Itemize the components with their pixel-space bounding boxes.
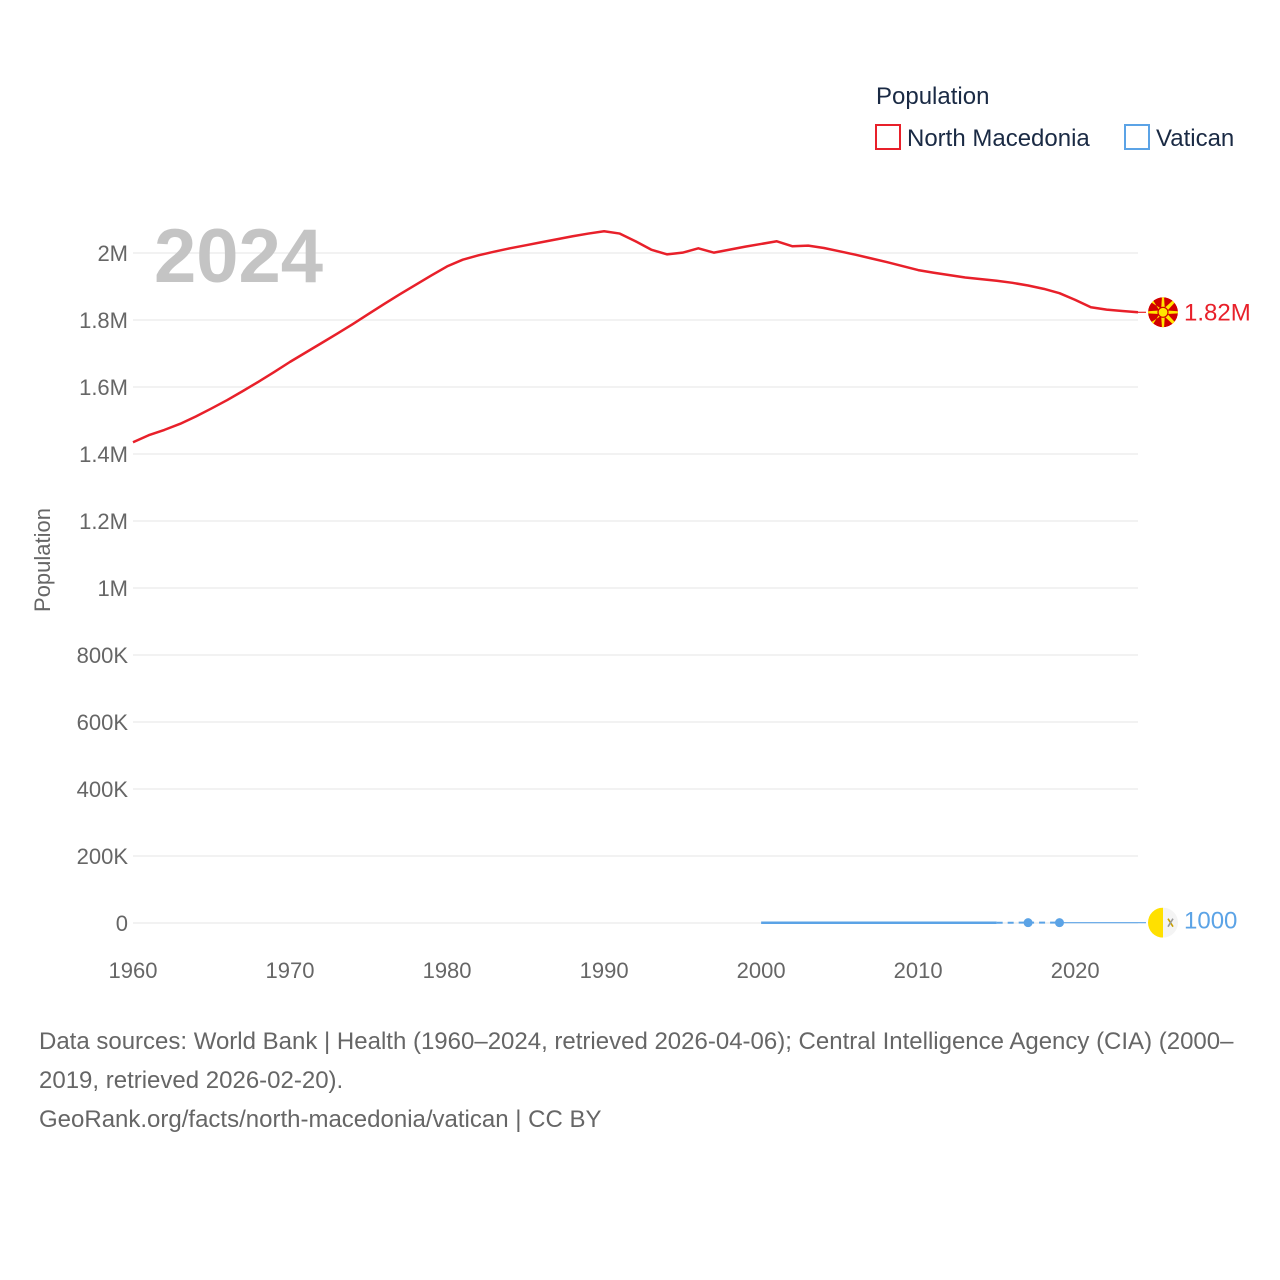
legend-swatch-vatican	[1124, 124, 1150, 150]
legend-item-north-macedonia[interactable]: North Macedonia	[875, 124, 1090, 152]
y-tick-label: 800K	[77, 643, 129, 668]
x-tick-label: 1960	[109, 958, 158, 983]
vatican-data-point[interactable]	[1023, 918, 1033, 928]
y-tick-label: 400K	[77, 777, 129, 802]
y-axis-ticks: 0 200K 400K 600K 800K 1M 1.2M 1.4M 1.6M 1.8M 2M	[77, 241, 129, 936]
series-layer	[132, 229, 1146, 928]
legend-title: Population	[876, 83, 989, 110]
x-tick-label: 1980	[423, 958, 472, 983]
x-tick-label: 2020	[1051, 958, 1100, 983]
x-tick-label: 2010	[894, 958, 943, 983]
vatican-end-label: 1000	[1184, 908, 1237, 935]
legend: Population North Macedonia Vatican	[875, 83, 1234, 152]
legend-swatch-north-macedonia	[875, 124, 901, 150]
x-tick-label: 1970	[266, 958, 315, 983]
year-watermark: 2024	[154, 214, 323, 299]
population-chart: 0 200K 400K 600K 800K 1M 1.2M 1.4M 1.6M 1.8M 2M 19…	[30, 83, 1251, 983]
chart-footer: Data sources: World Bank | Health (1960–…	[39, 1022, 1249, 1139]
y-tick-label: 2M	[97, 241, 128, 266]
y-tick-label: 1M	[97, 576, 128, 601]
y-tick-label: 1.6M	[79, 375, 128, 400]
x-tick-label: 1990	[580, 958, 629, 983]
y-axis-title: Population	[30, 508, 55, 612]
y-tick-label: 600K	[77, 710, 129, 735]
legend-label-vatican: Vatican	[1156, 125, 1234, 152]
y-tick-label: 200K	[77, 844, 129, 869]
legend-item-vatican[interactable]: Vatican	[1124, 124, 1234, 152]
y-tick-label: 1.2M	[79, 509, 128, 534]
source-credit-link[interactable]: GeoRank.org/facts/north-macedonia/vatica…	[39, 1106, 602, 1133]
y-tick-label: 0	[116, 911, 128, 936]
data-sources: Data sources: World Bank | Health (1960–…	[39, 1028, 1234, 1094]
vatican-flag-icon	[1148, 907, 1178, 938]
y-tick-label: 1.4M	[79, 442, 128, 467]
legend-label-north-macedonia: North Macedonia	[907, 125, 1090, 152]
x-axis-ticks: 1960 1970 1980 1990 2000 2010 2020	[109, 958, 1100, 983]
north-macedonia-end-label: 1.82M	[1184, 299, 1251, 326]
grid-lines	[133, 252, 1138, 924]
north-macedonia-flag-icon	[1148, 297, 1178, 328]
x-tick-label: 2000	[737, 958, 786, 983]
north-macedonia-line[interactable]	[132, 229, 1139, 444]
y-tick-label: 1.8M	[79, 308, 128, 333]
